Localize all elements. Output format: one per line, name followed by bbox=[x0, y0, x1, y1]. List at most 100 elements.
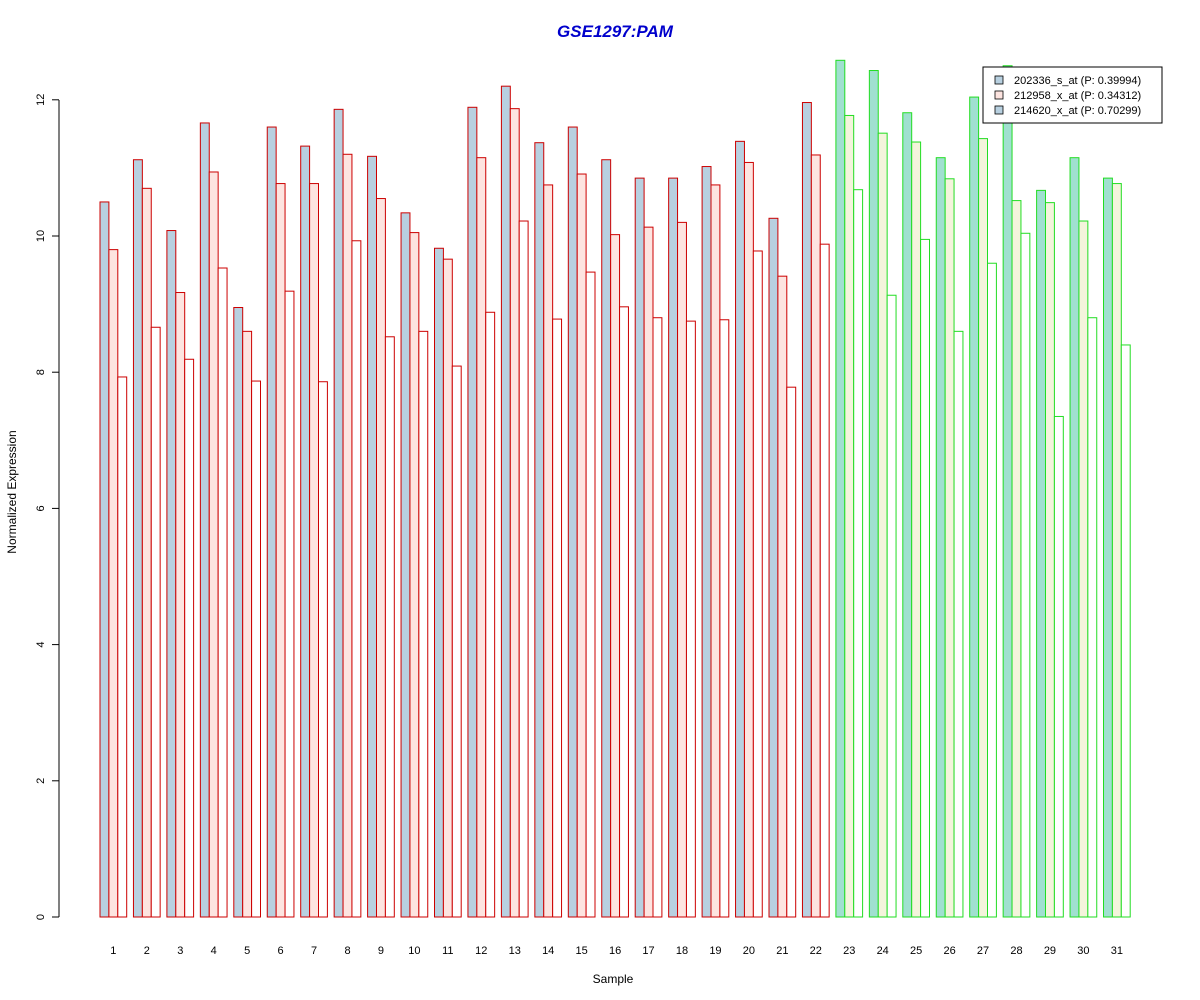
bar-sample-10-series-1 bbox=[400, 212, 411, 918]
x-tick-label: 22 bbox=[810, 945, 822, 957]
bar-sample-28-series-2 bbox=[1011, 200, 1022, 918]
x-tick-label: 28 bbox=[1010, 945, 1022, 957]
bar-sample-19-series-2 bbox=[710, 184, 721, 918]
bar-sample-1-series-2 bbox=[108, 249, 119, 918]
bar-sample-22-series-3 bbox=[819, 243, 830, 918]
bar-sample-18-series-2 bbox=[677, 221, 687, 918]
bar-sample-12-series-1 bbox=[467, 106, 478, 918]
bar-sample-26-series-1 bbox=[935, 157, 946, 918]
bar-sample-11-series-3 bbox=[451, 365, 462, 918]
bar-sample-11-series-2 bbox=[442, 258, 453, 918]
legend: 202336_s_at (P: 0.39994) 212958_x_at (P:… bbox=[982, 66, 1163, 124]
x-tick-label: 1 bbox=[110, 945, 116, 957]
bar-sample-7-series-1 bbox=[300, 145, 311, 918]
bar-sample-19-series-1 bbox=[701, 166, 712, 918]
bar-sample-31-series-1 bbox=[1103, 177, 1113, 918]
bar-sample-7-series-2 bbox=[309, 183, 320, 918]
bar-sample-27-series-2 bbox=[978, 138, 988, 918]
bar-sample-15-series-3 bbox=[585, 271, 596, 918]
x-tick-label: 10 bbox=[408, 945, 420, 957]
x-tick-label: 31 bbox=[1111, 945, 1123, 957]
x-tick-label: 17 bbox=[642, 945, 654, 957]
x-tick-label: 6 bbox=[278, 945, 284, 957]
bar-sample-15-series-1 bbox=[567, 126, 578, 918]
bar-sample-4-series-3 bbox=[217, 267, 228, 918]
x-tick-label: 24 bbox=[877, 945, 889, 957]
x-tick-label: 15 bbox=[576, 945, 588, 957]
y-tick-label: 12 bbox=[35, 94, 47, 106]
bar-sample-24-series-3 bbox=[886, 294, 897, 918]
y-tick-label: 0 bbox=[35, 914, 47, 920]
bars bbox=[99, 59, 1131, 918]
bar-sample-31-series-2 bbox=[1111, 183, 1122, 918]
bar-sample-20-series-3 bbox=[752, 250, 763, 918]
bar-sample-29-series-2 bbox=[1045, 202, 1055, 918]
bar-sample-13-series-1 bbox=[500, 85, 511, 918]
x-tick-label: 20 bbox=[743, 945, 755, 957]
bar-sample-28-series-3 bbox=[1020, 232, 1031, 918]
x-tick-label: 27 bbox=[977, 945, 989, 957]
legend-entry-3: 214620_x_at (P: 0.70299) bbox=[1014, 105, 1141, 117]
x-tick-label: 5 bbox=[244, 945, 250, 957]
bar-sample-17-series-3 bbox=[652, 317, 663, 918]
bar-sample-26-series-3 bbox=[953, 330, 964, 918]
x-tick-labels: 1 2 3 4 5 6 7 8 9 10 11 12 13 14 15 16 17 18 19 20 21 22 23 24 2… bbox=[110, 945, 1123, 957]
bar-sample-30-series-3 bbox=[1087, 317, 1098, 918]
bar-sample-13-series-3 bbox=[518, 220, 529, 918]
bar-sample-26-series-2 bbox=[944, 178, 955, 918]
legend-swatch-2 bbox=[994, 90, 1004, 100]
bar-sample-31-series-3 bbox=[1120, 344, 1131, 918]
bar-sample-3-series-1 bbox=[166, 230, 177, 918]
bar-sample-25-series-1 bbox=[902, 112, 913, 918]
legend-entry-1: 202336_s_at (P: 0.39994) bbox=[1014, 75, 1141, 87]
bar-sample-21-series-1 bbox=[768, 217, 779, 918]
bar-sample-6-series-2 bbox=[275, 183, 286, 918]
x-tick-label: 9 bbox=[378, 945, 384, 957]
bar-sample-14-series-1 bbox=[534, 142, 545, 918]
y-ticks: 0 2 4 6 8 10 12 bbox=[35, 94, 59, 920]
bar-sample-25-series-3 bbox=[920, 238, 930, 918]
bar-sample-8-series-3 bbox=[351, 240, 362, 918]
bar-sample-29-series-3 bbox=[1053, 415, 1064, 918]
bar-sample-1-series-3 bbox=[117, 376, 128, 918]
y-tick-label: 4 bbox=[35, 642, 47, 648]
bar-sample-18-series-3 bbox=[685, 320, 696, 918]
bar-sample-12-series-3 bbox=[485, 311, 496, 918]
bar-sample-14-series-2 bbox=[543, 184, 554, 918]
x-tick-label: 25 bbox=[910, 945, 922, 957]
bar-sample-17-series-1 bbox=[634, 177, 645, 918]
x-tick-label: 13 bbox=[509, 945, 521, 957]
bar-sample-28-series-1 bbox=[1002, 65, 1013, 918]
bar-sample-25-series-2 bbox=[911, 141, 922, 918]
bar-sample-14-series-3 bbox=[552, 318, 563, 918]
bar-sample-7-series-3 bbox=[318, 381, 328, 918]
bar-sample-2-series-3 bbox=[150, 326, 161, 918]
x-tick-label: 29 bbox=[1044, 945, 1056, 957]
bar-sample-6-series-1 bbox=[266, 126, 277, 918]
x-tick-label: 21 bbox=[776, 945, 788, 957]
bar-sample-3-series-3 bbox=[184, 358, 195, 918]
legend-box bbox=[982, 66, 1163, 124]
bar-sample-16-series-2 bbox=[610, 234, 621, 918]
bar-sample-22-series-2 bbox=[810, 154, 821, 918]
bar-sample-23-series-1 bbox=[835, 59, 846, 918]
legend-entry-2: 212958_x_at (P: 0.34312) bbox=[1014, 90, 1141, 102]
bar-sample-5-series-2 bbox=[242, 330, 253, 918]
x-tick-label: 26 bbox=[943, 945, 955, 957]
x-tick-label: 11 bbox=[442, 945, 453, 957]
bar-sample-23-series-3 bbox=[853, 189, 864, 918]
bar-sample-8-series-1 bbox=[333, 108, 344, 918]
x-tick-label: 3 bbox=[177, 945, 183, 957]
bar-sample-10-series-2 bbox=[409, 232, 420, 918]
bar-sample-15-series-2 bbox=[576, 173, 587, 918]
bar-sample-18-series-1 bbox=[668, 177, 679, 918]
bar-sample-17-series-2 bbox=[643, 226, 654, 918]
bar-sample-19-series-3 bbox=[719, 319, 730, 918]
x-tick-label: 19 bbox=[709, 945, 721, 957]
y-tick-label: 10 bbox=[35, 230, 47, 242]
y-axis-label: Normalized Expression bbox=[5, 430, 19, 553]
bar-sample-9-series-1 bbox=[367, 155, 378, 918]
x-tick-label: 8 bbox=[344, 945, 350, 957]
bar-sample-11-series-1 bbox=[434, 247, 444, 918]
